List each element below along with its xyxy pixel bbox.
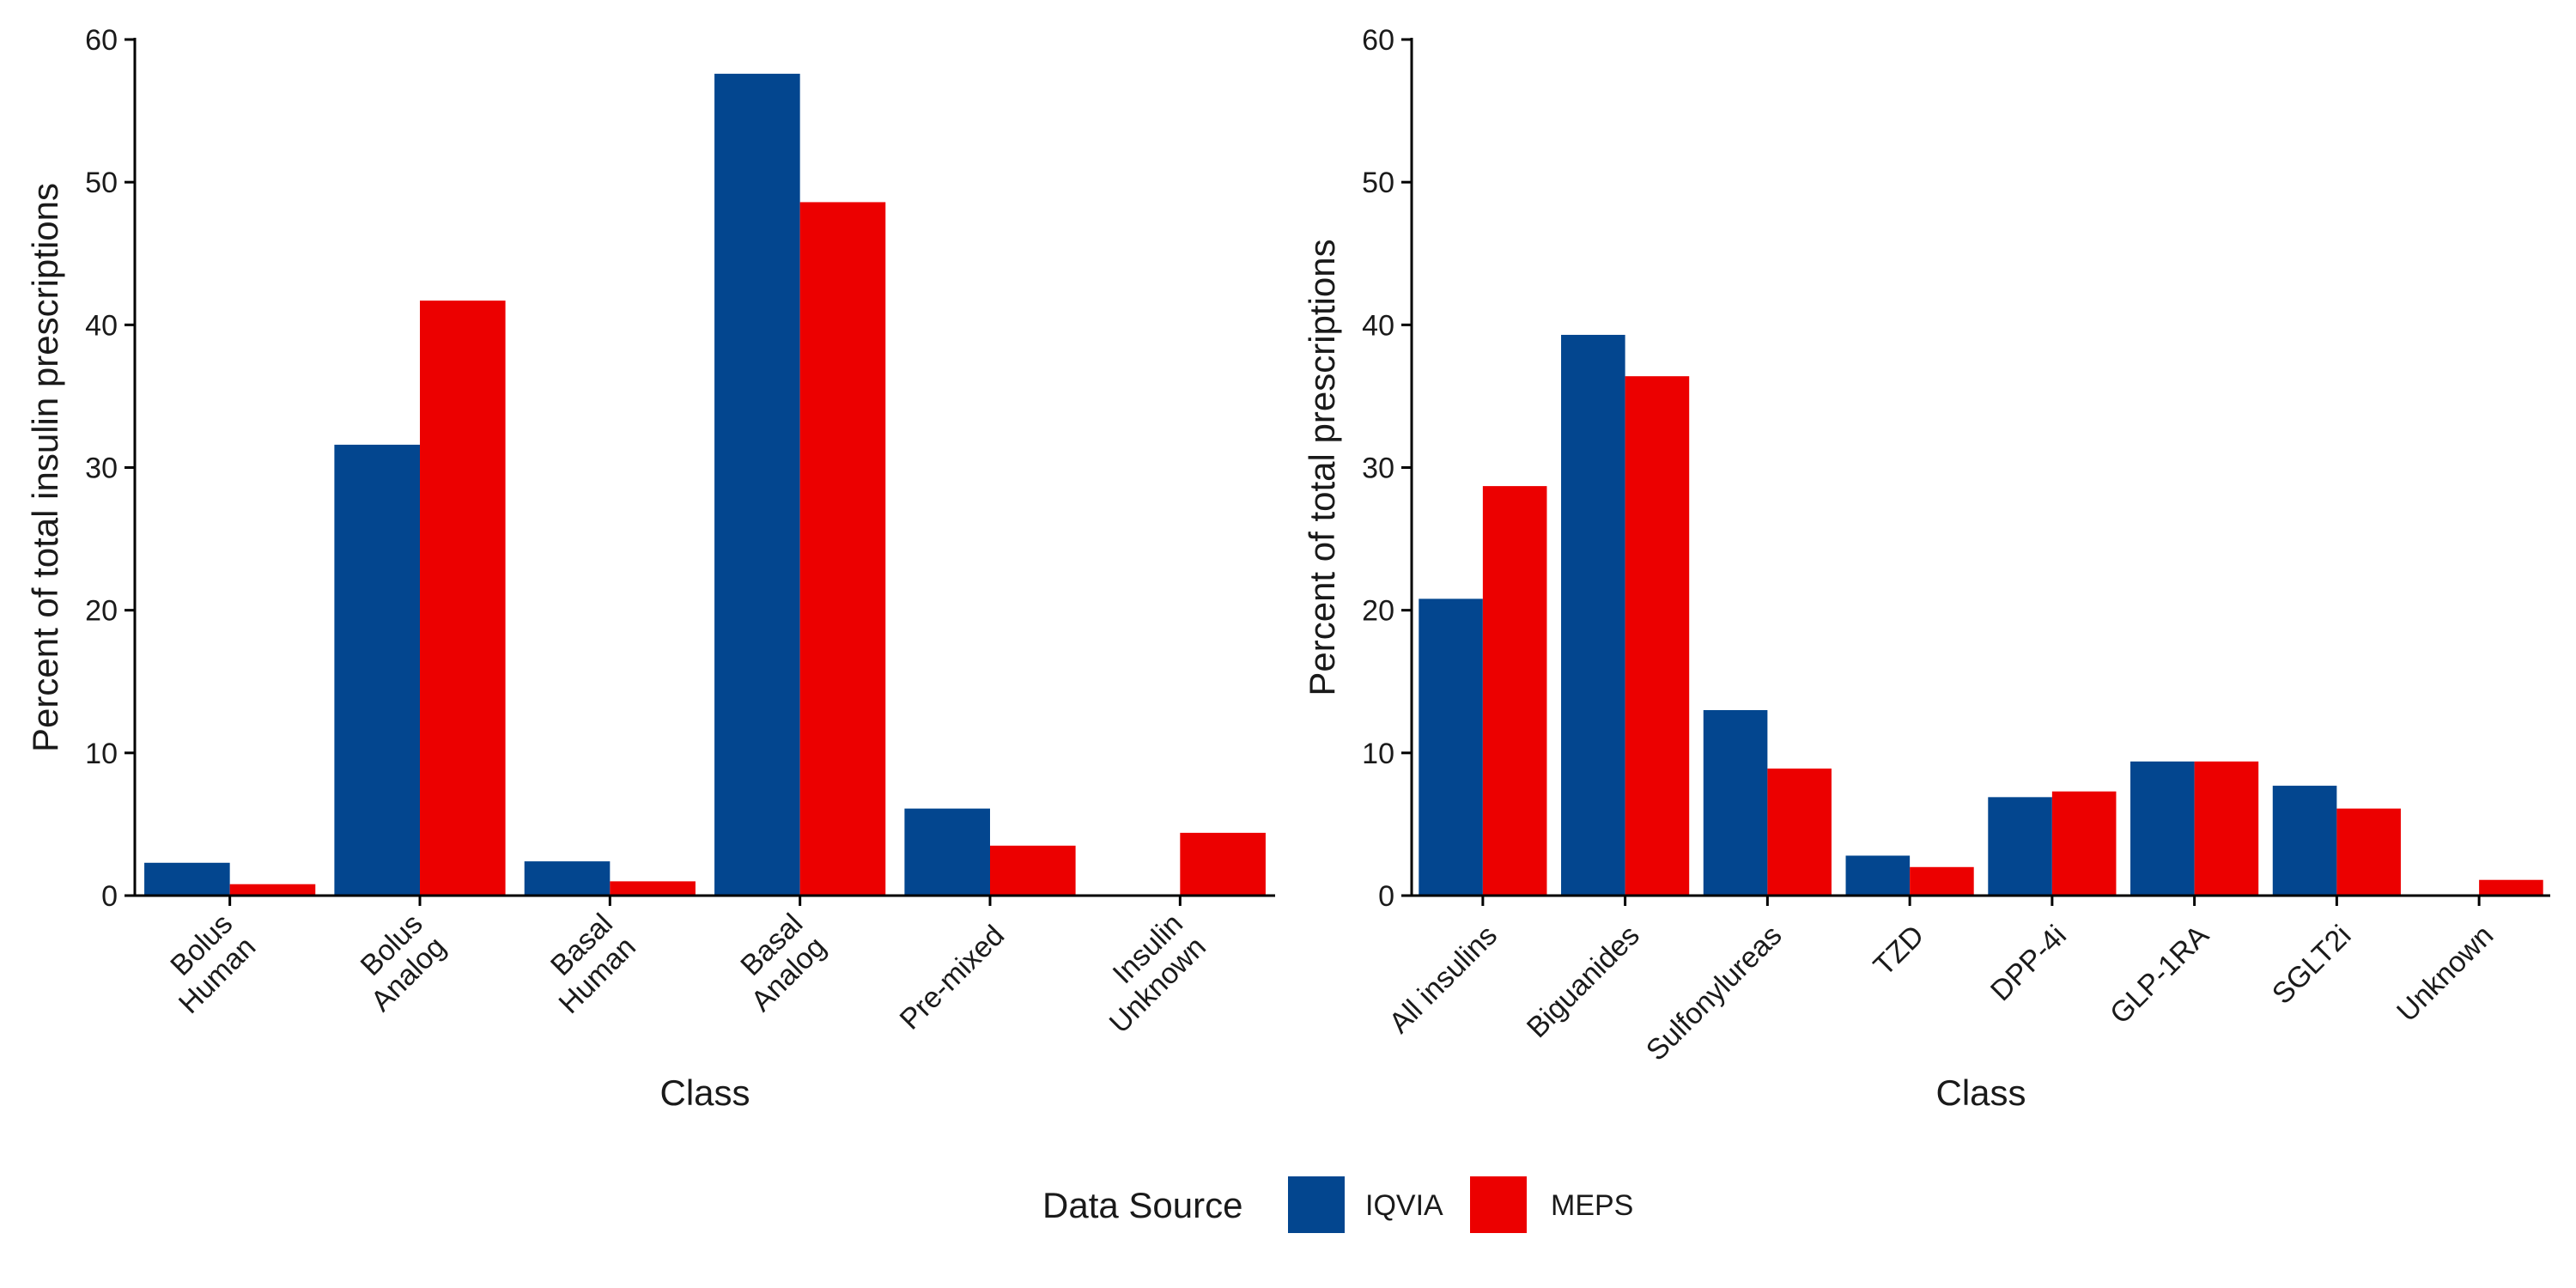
bar-meps-pre-mixed (990, 845, 1076, 896)
bar-iqvia-glp-1ra (2130, 761, 2195, 896)
bar-iqvia-dpp-4i (1988, 797, 2052, 896)
bar-meps-tzd (1910, 866, 1974, 896)
y-tick-label: 30 (85, 453, 118, 485)
bar-iqvia-pre-mixed (904, 808, 990, 896)
y-tick-label: 60 (85, 24, 118, 57)
x-tick-label-unknown: Unknown (2391, 919, 2500, 1028)
y-tick-label: 10 (1362, 738, 1394, 770)
bar-meps-all-insulins (1482, 486, 1547, 896)
x-tick-label-dpp-4i: DPP-4i (1984, 919, 2073, 1007)
x-tick-label-biguanides: Biguanides (1521, 919, 1646, 1044)
x-tick-label-tzd: TZD (1868, 919, 1931, 982)
bar-iqvia-sulfonylureas (1703, 709, 1768, 896)
bar-iqvia-biguanides (1561, 334, 1625, 896)
chart-panel-2: 0 10 20 30 40 50 60 All insulins BiguanidesSulfo… (1302, 24, 2550, 1113)
bar-meps-dpp-4i (2051, 791, 2117, 896)
y-axis-title: Percent of total insulin prescriptions (25, 183, 65, 752)
bar-meps-sulfonylureas (1767, 769, 1832, 896)
x-tick-label-bolus-human: BolusHuman (149, 908, 262, 1020)
chart-panel-1: 0 10 20 30 40 50 60 BolusHuman BolusAnalog BasalH… (25, 24, 1275, 1113)
bar-meps-glp-1ra (2194, 761, 2259, 896)
legend-label-iqvia: IQVIA (1365, 1189, 1443, 1222)
bar-meps-sglt2i (2336, 808, 2401, 896)
y-axis-title: Percent of total prescriptions (1302, 239, 1342, 696)
legend-key-meps (1470, 1176, 1527, 1233)
bar-meps-biguanides (1625, 376, 1690, 896)
legend-title: Data Source (1042, 1185, 1242, 1225)
bar-meps-bolus-analog (420, 301, 506, 896)
y-tick-label: 0 (1378, 880, 1394, 913)
bar-meps-unknown (2479, 879, 2543, 896)
bar-meps-basal-human (610, 881, 696, 896)
bar-iqvia-basal-human (524, 861, 611, 896)
x-axis-title: Class (1935, 1072, 2026, 1113)
y-tick-label: 20 (1362, 595, 1394, 628)
y-tick-label: 10 (85, 738, 118, 770)
x-axis-title: Class (659, 1072, 750, 1113)
x-tick-label-sulfonylureas: Sulfonylureas (1640, 919, 1789, 1067)
y-tick-label: 0 (101, 880, 118, 913)
x-tick-label-basal-human: BasalHuman (530, 908, 642, 1020)
legend-key-iqvia (1288, 1176, 1345, 1233)
y-tick-label: 40 (1362, 309, 1394, 342)
bar-meps-basal-analog (799, 202, 886, 896)
x-tick-label-glp-1ra: GLP-1RA (2104, 919, 2215, 1030)
x-tick-label-sglt2i: SGLT2i (2266, 919, 2358, 1011)
chart-panels: 0 10 20 30 40 50 60 BolusHuman BolusAnalog BasalH… (25, 24, 2550, 1113)
x-tick-label-insulin-unknown: InsulinUnknown (1080, 908, 1212, 1040)
bar-iqvia-sglt2i (2272, 786, 2337, 896)
y-tick-label: 60 (1362, 24, 1394, 57)
legend-label-meps: MEPS (1551, 1189, 1633, 1222)
bar-iqvia-bolus-analog (334, 444, 420, 896)
bar-iqvia-all-insulins (1419, 598, 1483, 896)
x-tick-label-basal-analog: BasalAnalog (722, 908, 833, 1018)
bar-iqvia-bolus-human (144, 862, 230, 896)
bar-meps-bolus-human (229, 884, 316, 896)
bar-meps-insulin-unknown (1180, 832, 1266, 896)
x-tick-label-all-insulins: All insulins (1383, 919, 1504, 1039)
y-tick-label: 40 (85, 309, 118, 342)
bar-iqvia-basal-analog (714, 73, 800, 896)
y-tick-label: 30 (1362, 453, 1394, 485)
y-tick-label: 20 (85, 595, 118, 628)
legend: Data Source IQVIA MEPS (1042, 1176, 1633, 1233)
bar-iqvia-tzd (1845, 855, 1911, 896)
x-tick-label-pre-mixed: Pre-mixed (894, 919, 1011, 1036)
y-tick-label: 50 (1362, 167, 1394, 199)
y-tick-label: 50 (85, 167, 118, 199)
x-tick-label-bolus-analog: BolusAnalog (342, 908, 453, 1018)
